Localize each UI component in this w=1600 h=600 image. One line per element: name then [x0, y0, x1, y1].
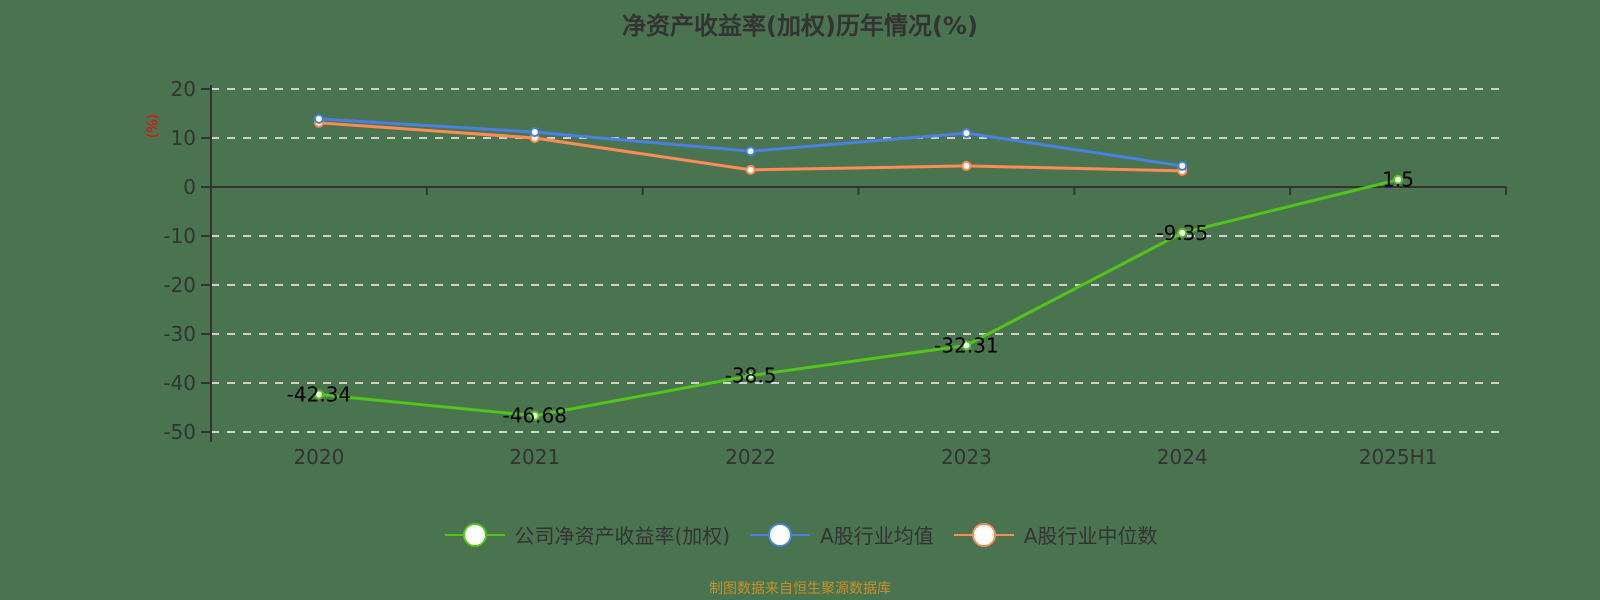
data-label: -9.35: [1156, 221, 1208, 245]
legend-marker-icon: [444, 522, 505, 547]
data-label: -46.68: [503, 404, 567, 428]
grid-lines: [211, 88, 1506, 433]
y-tick-label: -10: [163, 224, 196, 248]
y-axis-ticks: 20 10 0 -10 -20 -30 -40 -50: [163, 77, 196, 444]
x-tick-label: 2025H1: [1359, 445, 1438, 469]
data-labels: -42.34 -46.68 -38.5 -32.31 -9.35 1.5: [287, 168, 1414, 428]
y-tick-label: -40: [163, 371, 196, 395]
data-point-marker[interactable]: [745, 164, 756, 175]
data-point-marker[interactable]: [313, 113, 324, 124]
x-tick-label: 2022: [725, 445, 776, 469]
legend-item-company-roe[interactable]: 公司净资产收益率(加权): [443, 520, 731, 549]
legend: 公司净资产收益率(加权) A股行业均值 A股行业中位数: [0, 520, 1600, 549]
legend-marker-icon: [953, 522, 1014, 547]
data-point-marker[interactable]: [1393, 174, 1404, 185]
source-note: 制图数据来自恒生聚源数据库: [709, 581, 891, 597]
x-axis-ticks: 2020 2021 2022 2023 2024 2025H1: [293, 445, 1437, 469]
y-axis-unit-label: (%): [145, 114, 161, 138]
data-point-marker[interactable]: [313, 389, 324, 400]
legend-label: A股行业中位数: [1023, 524, 1158, 548]
data-point-marker[interactable]: [961, 160, 972, 171]
data-label: 1.5: [1382, 168, 1414, 192]
legend-marker-icon: [750, 522, 811, 547]
x-tick-label: 2023: [941, 445, 992, 469]
y-tick-label: 10: [171, 126, 196, 150]
axes: [201, 85, 1507, 442]
y-tick-label: 20: [171, 77, 196, 101]
x-tick-label: 2020: [293, 445, 344, 469]
data-point-marker[interactable]: [1177, 227, 1188, 238]
data-point-marker[interactable]: [745, 146, 756, 157]
legend-item-industry-median[interactable]: A股行业中位数: [952, 520, 1158, 549]
legend-label: A股行业均值: [820, 524, 934, 548]
data-point-marker[interactable]: [529, 410, 540, 421]
data-point-marker[interactable]: [529, 127, 540, 138]
legend-label: 公司净资产收益率(加权): [514, 524, 731, 548]
y-tick-label: -20: [163, 273, 196, 297]
data-label: -42.34: [287, 382, 351, 406]
legend-item-industry-avg[interactable]: A股行业均值: [748, 520, 934, 549]
x-tick-label: 2021: [509, 445, 560, 469]
data-point-marker[interactable]: [961, 340, 972, 351]
data-point-marker[interactable]: [745, 370, 756, 381]
series-line: [318, 117, 1183, 168]
data-label: -38.5: [725, 364, 777, 388]
y-tick-label: 0: [183, 175, 196, 199]
series-line: [318, 178, 1399, 418]
chart-title: 净资产收益率(加权)历年情况(%): [622, 12, 978, 40]
x-tick-label: 2024: [1157, 445, 1208, 469]
y-tick-label: -30: [163, 322, 196, 346]
y-tick-label: -50: [163, 420, 196, 444]
data-point-marker[interactable]: [961, 128, 972, 139]
series-lines: [313, 113, 1404, 421]
data-point-marker[interactable]: [1177, 160, 1188, 171]
data-label: -32.31: [934, 333, 998, 357]
